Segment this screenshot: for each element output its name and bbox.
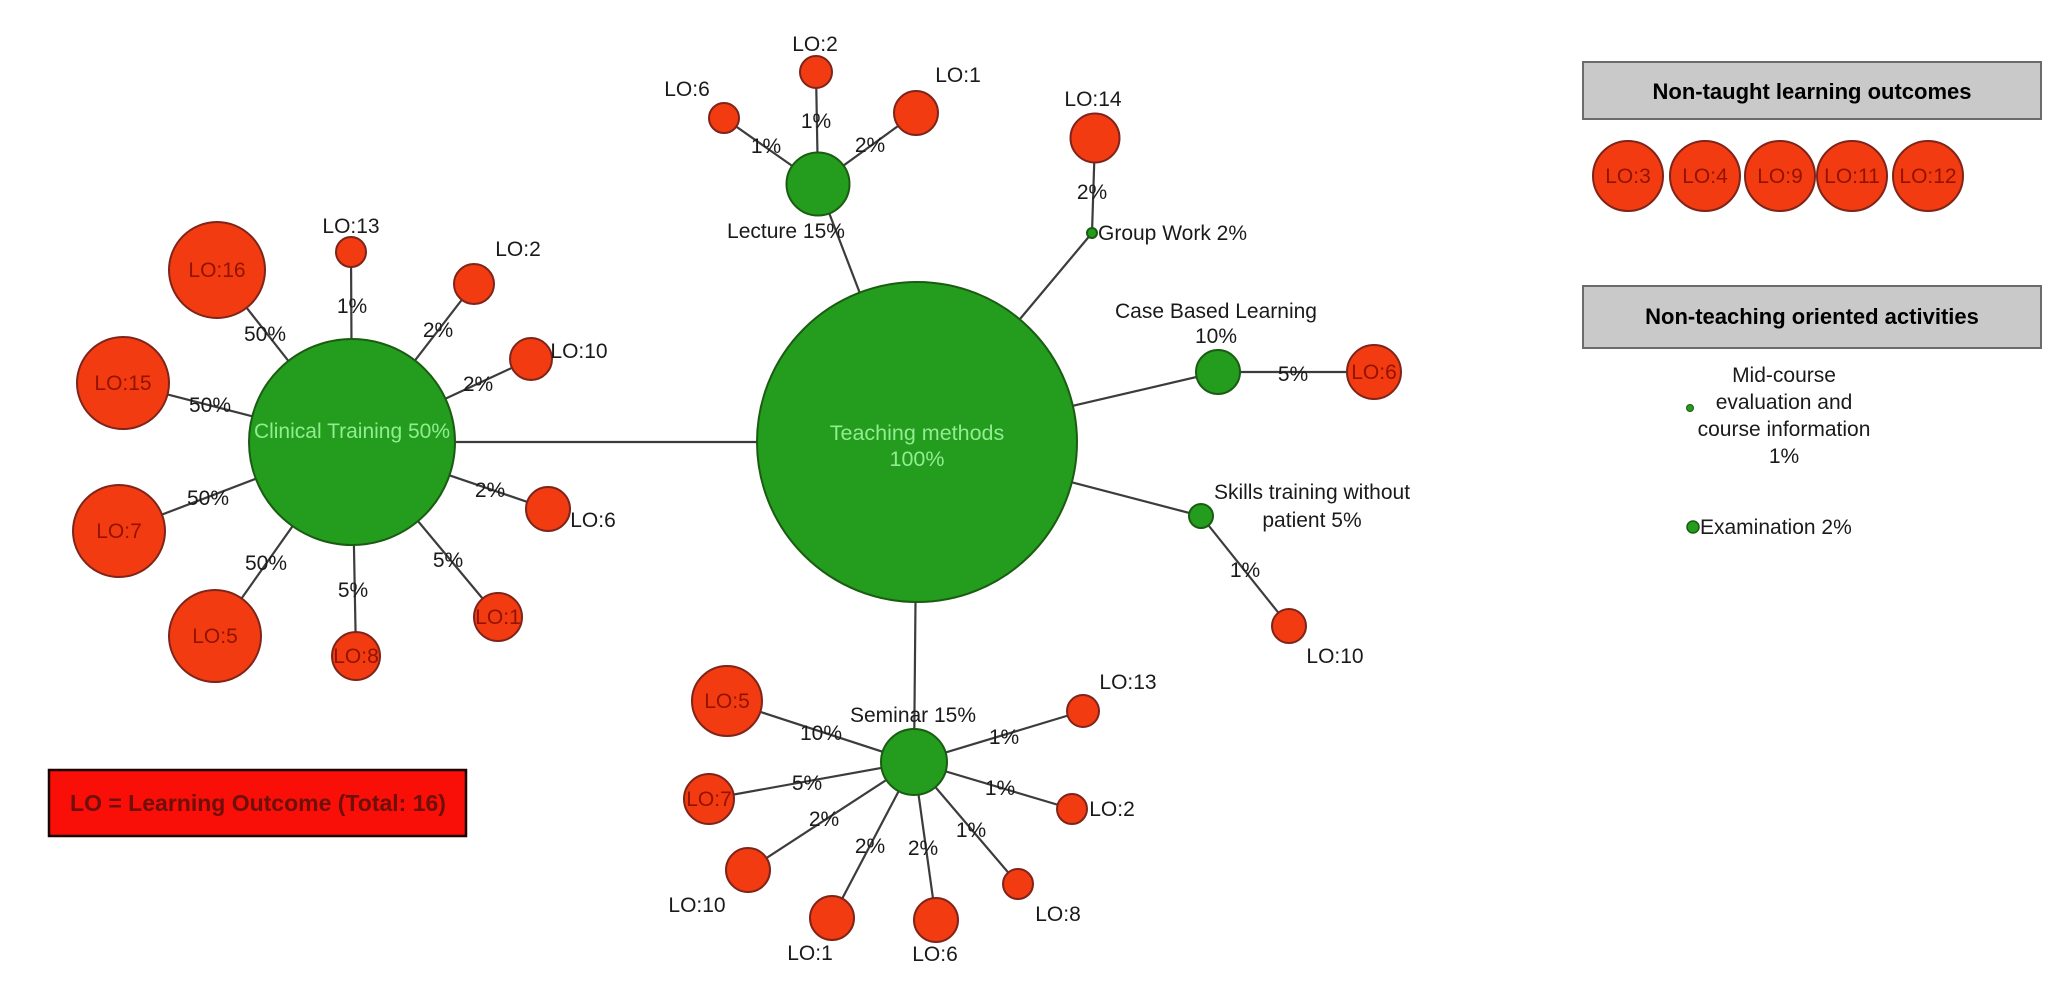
- svg-text:Teaching methods: Teaching methods: [830, 421, 1005, 445]
- svg-text:1%: 1%: [989, 726, 1019, 749]
- svg-text:1%: 1%: [1769, 445, 1799, 468]
- svg-text:LO:2: LO:2: [1089, 798, 1135, 821]
- svg-text:LO = Learning Outcome (Total:: LO = Learning Outcome (Total: 16): [70, 790, 446, 816]
- svg-text:2%: 2%: [809, 808, 839, 831]
- svg-text:LO:13: LO:13: [1099, 671, 1156, 694]
- svg-text:100%: 100%: [890, 447, 945, 471]
- svg-text:10%: 10%: [1195, 325, 1237, 348]
- svg-text:Clinical Training 50%: Clinical Training 50%: [254, 420, 450, 443]
- svg-text:LO:2: LO:2: [792, 33, 838, 56]
- svg-text:LO:5: LO:5: [704, 690, 750, 713]
- svg-text:1%: 1%: [801, 110, 831, 133]
- svg-text:LO:9: LO:9: [1757, 165, 1803, 188]
- svg-text:50%: 50%: [244, 323, 286, 346]
- svg-text:1%: 1%: [956, 819, 986, 842]
- svg-text:2%: 2%: [423, 319, 453, 342]
- svg-text:2%: 2%: [463, 373, 493, 396]
- svg-text:5%: 5%: [1278, 363, 1308, 386]
- svg-text:LO:13: LO:13: [322, 215, 379, 238]
- svg-text:1%: 1%: [751, 135, 781, 158]
- svg-text:LO:3: LO:3: [1605, 165, 1651, 188]
- svg-text:LO:11: LO:11: [1824, 165, 1880, 188]
- svg-text:LO:15: LO:15: [94, 372, 151, 395]
- svg-text:2%: 2%: [475, 479, 505, 502]
- svg-text:5%: 5%: [433, 549, 463, 572]
- svg-text:LO:1: LO:1: [935, 64, 981, 87]
- svg-text:Lecture 15%: Lecture 15%: [727, 220, 845, 243]
- svg-text:5%: 5%: [792, 772, 822, 795]
- svg-text:course information: course information: [1698, 418, 1871, 441]
- svg-text:LO:6: LO:6: [570, 509, 616, 532]
- svg-text:Seminar 15%: Seminar 15%: [850, 704, 976, 727]
- svg-text:LO:2: LO:2: [495, 238, 541, 261]
- svg-text:Non-taught learning outcomes: Non-taught learning outcomes: [1653, 79, 1972, 104]
- svg-text:LO:6: LO:6: [664, 78, 710, 101]
- svg-text:LO:1: LO:1: [475, 606, 521, 629]
- svg-text:LO:4: LO:4: [1682, 165, 1728, 188]
- svg-text:LO:10: LO:10: [668, 894, 725, 917]
- svg-text:LO:14: LO:14: [1064, 88, 1122, 111]
- svg-text:LO:8: LO:8: [1035, 903, 1081, 926]
- svg-text:50%: 50%: [187, 487, 229, 510]
- svg-text:Case Based Learning: Case Based Learning: [1115, 300, 1317, 323]
- svg-text:Skills training without: Skills training without: [1214, 481, 1410, 504]
- svg-text:LO:10: LO:10: [550, 340, 607, 363]
- svg-text:LO:7: LO:7: [96, 520, 142, 543]
- svg-text:Non-teaching oriented activiti: Non-teaching oriented activities: [1645, 304, 1979, 329]
- svg-text:2%: 2%: [855, 835, 885, 858]
- svg-text:5%: 5%: [338, 579, 368, 602]
- svg-text:1%: 1%: [1230, 559, 1260, 582]
- svg-text:LO:5: LO:5: [192, 625, 238, 648]
- svg-text:1%: 1%: [985, 777, 1015, 800]
- svg-text:LO:6: LO:6: [1351, 361, 1397, 384]
- svg-text:2%: 2%: [1077, 181, 1107, 204]
- svg-text:Examination 2%: Examination 2%: [1700, 516, 1852, 539]
- svg-text:LO:10: LO:10: [1306, 645, 1363, 668]
- svg-text:LO:16: LO:16: [188, 259, 245, 282]
- svg-text:50%: 50%: [189, 394, 231, 417]
- svg-text:patient 5%: patient 5%: [1262, 509, 1361, 532]
- svg-text:LO:12: LO:12: [1899, 165, 1956, 188]
- svg-text:LO:1: LO:1: [787, 942, 833, 965]
- svg-text:50%: 50%: [245, 552, 287, 575]
- svg-text:2%: 2%: [908, 837, 938, 860]
- svg-text:evaluation and: evaluation and: [1716, 391, 1853, 414]
- svg-text:1%: 1%: [337, 295, 367, 318]
- svg-text:LO:7: LO:7: [686, 788, 732, 811]
- svg-text:LO:8: LO:8: [333, 645, 379, 668]
- svg-text:LO:6: LO:6: [912, 943, 958, 966]
- svg-text:Mid-course: Mid-course: [1732, 364, 1836, 387]
- svg-text:Group Work 2%: Group Work 2%: [1098, 222, 1247, 245]
- svg-text:2%: 2%: [855, 134, 885, 157]
- svg-text:10%: 10%: [800, 722, 842, 745]
